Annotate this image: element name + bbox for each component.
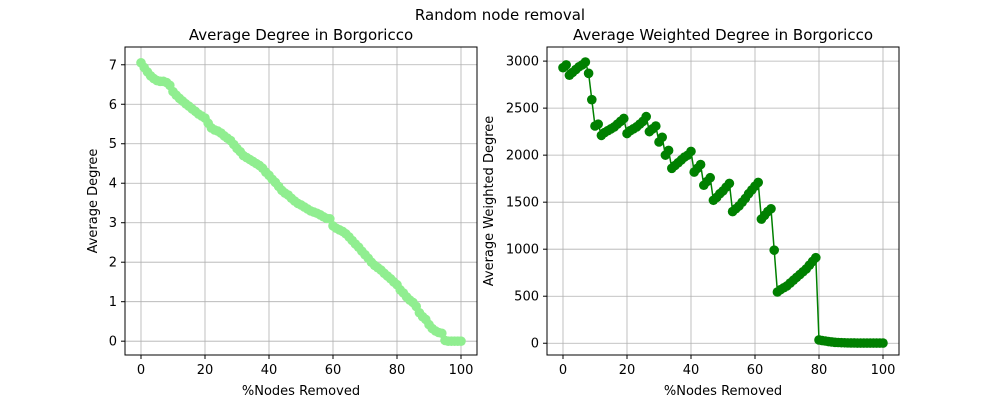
series (558, 57, 888, 348)
grid (125, 47, 477, 355)
data-point (705, 172, 715, 183)
x-axis: 0 20 40 60 80 100 (137, 355, 474, 378)
data-point (561, 60, 571, 70)
x-tick-label: 80 (389, 363, 406, 378)
average-degree-chart: Average Degree in Borgoricco 0 20 40 60 80 10… (86, 26, 478, 399)
y-axis-label: Average Degree (86, 149, 101, 254)
x-tick-label: 0 (559, 363, 567, 378)
x-tick-label: 20 (619, 363, 636, 378)
data-point (695, 159, 706, 170)
x-tick-label: 40 (683, 363, 700, 378)
y-tick-label: 1500 (506, 196, 539, 211)
y-tick-label: 5 (109, 137, 117, 152)
y-tick-label: 4 (109, 177, 117, 192)
chart-title: Average Degree in Borgoricco (189, 26, 413, 44)
y-tick-label: 1000 (506, 243, 539, 258)
y-axis: 0 1 2 3 4 5 6 7 (109, 58, 125, 350)
y-tick-label: 3000 (506, 55, 539, 70)
data-point (641, 111, 651, 122)
chart-title: Average Weighted Degree in Borgoricco (573, 26, 873, 44)
x-axis: 0 20 40 60 80 100 (559, 355, 896, 378)
data-point (456, 336, 466, 346)
x-tick-label: 100 (871, 363, 896, 378)
data-point (580, 57, 591, 67)
y-tick-label: 2000 (506, 149, 539, 164)
y-tick-label: 500 (514, 290, 539, 305)
x-axis-label: %Nodes Removed (242, 384, 360, 399)
data-point (766, 203, 776, 214)
plot-frame (546, 46, 900, 356)
plot-frame (124, 46, 478, 356)
data-point (619, 113, 629, 124)
data-point (593, 119, 603, 129)
data-point (769, 245, 779, 255)
data-point (878, 338, 888, 348)
data-point (686, 146, 696, 157)
y-tick-label: 2 (109, 256, 117, 271)
x-tick-label: 80 (811, 363, 828, 378)
series (136, 57, 466, 346)
data-point (724, 178, 735, 189)
y-tick-label: 0 (109, 335, 117, 350)
average-weighted-degree-chart: Average Weighted Degree in Borgoricco 0 2… (482, 26, 900, 399)
x-tick-label: 100 (449, 363, 474, 378)
x-tick-label: 60 (747, 363, 764, 378)
x-tick-label: 0 (137, 363, 145, 378)
data-point (663, 145, 674, 156)
y-axis: 0 500 1000 1500 2000 2500 3000 (506, 55, 547, 352)
x-tick-label: 40 (261, 363, 278, 378)
data-point (657, 132, 667, 143)
y-tick-label: 3 (109, 216, 117, 231)
y-tick-label: 6 (109, 98, 117, 113)
grid (547, 47, 899, 355)
y-tick-label: 0 (531, 337, 539, 352)
data-point (753, 177, 763, 188)
data-point (583, 68, 594, 79)
figure-suptitle: Random node removal (415, 6, 585, 24)
y-tick-label: 2500 (506, 102, 539, 117)
y-tick-label: 1 (109, 295, 117, 310)
data-point (811, 252, 821, 263)
x-tick-label: 60 (325, 363, 342, 378)
data-point (587, 94, 597, 105)
x-axis-label: %Nodes Removed (664, 384, 782, 399)
data-point (651, 121, 661, 131)
y-axis-label: Average Weighted Degree (482, 116, 497, 287)
y-tick-label: 7 (109, 58, 117, 73)
x-tick-label: 20 (197, 363, 214, 378)
